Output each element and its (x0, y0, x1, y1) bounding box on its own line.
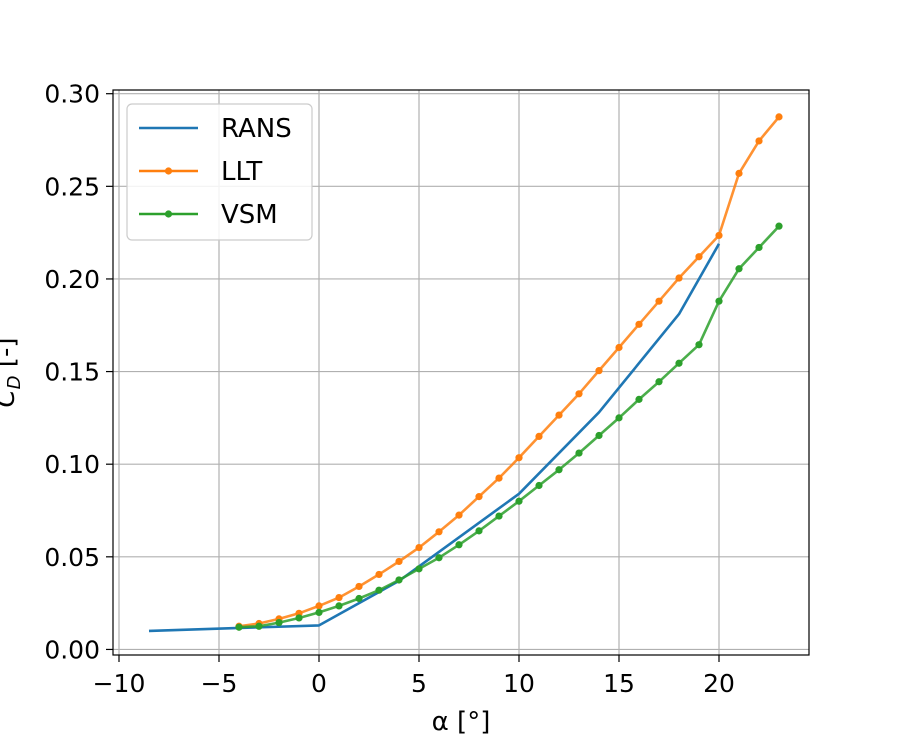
data-point-llt (715, 231, 723, 240)
legend-label-vsm: VSM (221, 200, 278, 230)
data-point-llt (435, 528, 443, 536)
x-tick-label: −5 (201, 669, 238, 698)
data-point-llt (555, 411, 563, 419)
axis-ticks: −10 −5 0 5 10 15 20 0.00 0.05 0.10 0.15 0.20 0.25 0.3… (44, 80, 735, 698)
data-point-vsm (335, 602, 343, 610)
data-point-vsm (235, 623, 243, 631)
plot-frame (112, 89, 810, 656)
x-tick-label: 20 (703, 669, 735, 698)
x-axis-label: α [°] (432, 707, 491, 737)
data-point-vsm (255, 622, 263, 630)
data-point-llt (615, 343, 623, 352)
data-point-llt (395, 557, 403, 566)
data-point-vsm (295, 614, 303, 622)
data-point-vsm (355, 594, 363, 603)
data-point-llt (635, 320, 643, 328)
legend-label-llt: LLT (221, 157, 262, 187)
data-point-vsm (495, 512, 503, 520)
grid (113, 90, 809, 655)
data-point-llt (475, 493, 483, 501)
legend-label-rans: RANS (221, 114, 292, 144)
data-point-vsm (535, 481, 543, 490)
data-point-vsm (395, 576, 403, 584)
data-point-vsm (475, 527, 483, 535)
legend: RANS LLT VSM (126, 103, 313, 241)
x-tick-label: −10 (93, 669, 146, 698)
series-line-rans (148, 243, 721, 633)
data-point-llt (695, 253, 703, 261)
data-point-vsm (595, 431, 603, 440)
data-point-llt (375, 570, 383, 579)
data-point-vsm (415, 565, 423, 573)
data-point-llt (495, 474, 503, 482)
data-point-llt (675, 274, 683, 282)
data-point-vsm (775, 222, 783, 230)
data-point-vsm (575, 449, 583, 457)
data-point-vsm (635, 395, 643, 403)
y-tick-label: 0.10 (44, 450, 100, 479)
data-point-vsm (455, 541, 463, 549)
data-point-llt (355, 582, 363, 591)
data-point-vsm (675, 359, 683, 367)
data-point-llt (315, 602, 323, 610)
x-tick-label: 15 (603, 669, 635, 698)
y-axis-label-main: C (0, 388, 21, 407)
data-point-llt (655, 297, 663, 305)
data-point-llt (755, 137, 763, 145)
x-tick-label: 0 (311, 669, 327, 698)
data-point-llt (775, 113, 783, 121)
data-point-llt (575, 390, 583, 398)
y-tick-label: 0.30 (44, 80, 100, 109)
data-point-vsm (715, 297, 723, 305)
data-point-vsm (555, 466, 563, 474)
data-point-vsm (375, 586, 383, 594)
data-point-vsm (655, 378, 663, 386)
y-axis-label: CD [-] (0, 338, 25, 408)
legend-marker-vsm (164, 210, 173, 218)
legend-marker-llt (164, 167, 173, 175)
y-tick-label: 0.05 (44, 543, 100, 572)
legend-box (126, 103, 313, 241)
data-point-vsm (755, 243, 763, 252)
series-line-llt (238, 116, 780, 628)
data-point-vsm (735, 265, 743, 273)
y-tick-label: 0.20 (44, 265, 100, 294)
data-point-vsm (435, 554, 443, 562)
y-tick-label: 0.15 (44, 358, 100, 387)
data-point-llt (335, 593, 343, 602)
data-point-vsm (695, 341, 703, 349)
data-point-llt (535, 432, 543, 441)
y-axis-label-unit: [-] (0, 338, 21, 376)
series-line-vsm (238, 225, 780, 629)
data-point-vsm (315, 608, 323, 616)
data-point-llt (515, 454, 523, 462)
data-point-vsm (615, 414, 623, 422)
data-point-vsm (275, 618, 283, 627)
data-point-llt (455, 511, 463, 519)
series-lines (148, 113, 783, 633)
data-point-llt (595, 367, 603, 375)
data-point-vsm (515, 497, 523, 505)
y-tick-label: 0.00 (44, 635, 100, 664)
data-point-llt (735, 169, 743, 177)
y-axis-label-sub: D (4, 375, 25, 389)
x-tick-label: 5 (411, 669, 427, 698)
x-tick-label: 10 (503, 669, 535, 698)
data-point-llt (415, 543, 423, 552)
y-tick-label: 0.25 (44, 172, 100, 201)
